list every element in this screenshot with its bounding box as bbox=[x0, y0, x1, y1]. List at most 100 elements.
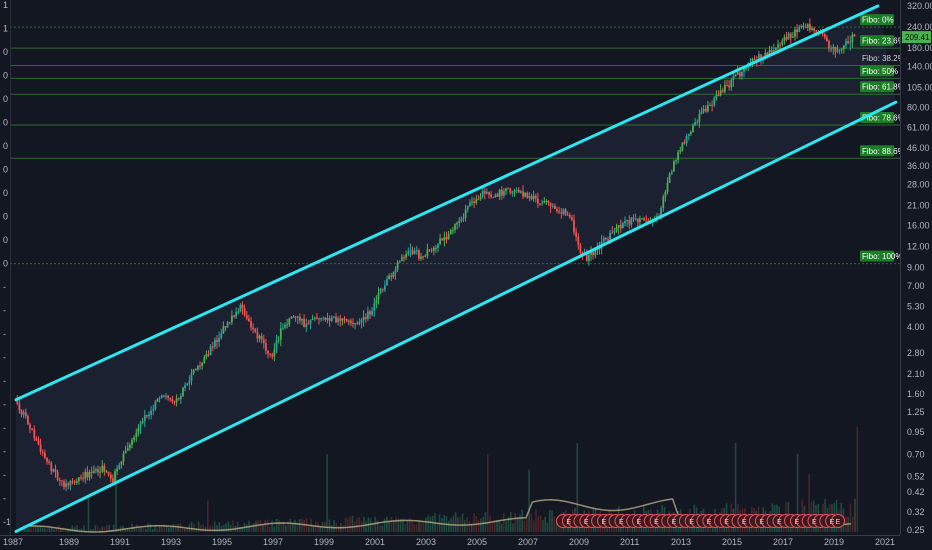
price-tick-label: 21.00 bbox=[907, 201, 930, 211]
candle-body bbox=[568, 215, 571, 218]
fibonacci-levels[interactable]: Fibo: 0% Fibo: 23.6% Fibo: 38.2% Fibo: 50% F… bbox=[10, 14, 905, 265]
candle-body bbox=[802, 25, 805, 27]
candle-body bbox=[826, 37, 828, 42]
candle-body bbox=[61, 480, 63, 482]
candle-body bbox=[197, 365, 199, 370]
volume-bar bbox=[34, 527, 37, 532]
candle-body bbox=[792, 36, 794, 38]
volume-bar bbox=[108, 524, 110, 532]
candle-body bbox=[254, 328, 257, 332]
candle-body bbox=[439, 238, 441, 244]
candle-body bbox=[641, 218, 643, 220]
fibo-label-badge bbox=[860, 81, 894, 93]
candle-body bbox=[86, 471, 89, 478]
left-axis-label: - bbox=[3, 282, 6, 292]
volume-bar bbox=[342, 525, 344, 532]
candle-body bbox=[190, 373, 193, 381]
candle-body bbox=[309, 319, 312, 324]
candle-body bbox=[324, 317, 327, 321]
volume-bar bbox=[60, 528, 62, 532]
left-axis-label: - bbox=[3, 423, 6, 433]
earnings-marker-label: E bbox=[584, 519, 589, 526]
candle-body bbox=[473, 201, 475, 203]
volume-bar bbox=[112, 524, 115, 532]
volume-bar bbox=[312, 525, 315, 532]
candle-body bbox=[192, 369, 195, 374]
volume-bar bbox=[404, 523, 406, 532]
last-price-badge[interactable] bbox=[902, 31, 931, 44]
earnings-marker-label: E bbox=[724, 519, 729, 526]
volume-bar bbox=[347, 518, 349, 532]
candle-body bbox=[24, 412, 27, 417]
candle-body bbox=[401, 257, 403, 261]
volume-bar bbox=[168, 527, 170, 532]
candle-body bbox=[424, 255, 427, 257]
candle-body bbox=[496, 194, 499, 197]
candle-body bbox=[717, 95, 720, 97]
fibo-label[interactable]: Fibo: 38.2% bbox=[862, 54, 905, 63]
price-tick-label: 61.00 bbox=[907, 122, 930, 132]
price-channel[interactable] bbox=[14, 4, 898, 533]
candle-body bbox=[622, 223, 624, 228]
volume-bar bbox=[255, 520, 257, 532]
earnings-marker-label: E bbox=[672, 519, 677, 526]
fibo-label[interactable]: Fibo: 23.6% bbox=[862, 37, 905, 46]
fibo-label[interactable]: Fibo: 0% bbox=[862, 16, 894, 25]
volume-bar bbox=[369, 518, 372, 532]
candle-body bbox=[556, 208, 558, 212]
volume-bar bbox=[294, 519, 296, 532]
candle-body bbox=[794, 29, 796, 37]
time-axis[interactable]: 1987 1989 1991 1993 1995 1997 1999 2001 2003 2005… bbox=[0, 535, 932, 550]
volume-bar bbox=[37, 526, 39, 532]
volume-bar bbox=[76, 525, 78, 532]
volume-bar bbox=[25, 528, 28, 532]
last-price-label[interactable]: 209.41 bbox=[905, 33, 930, 42]
candle-body bbox=[394, 269, 397, 273]
candle-body bbox=[88, 472, 91, 478]
candle-body bbox=[288, 318, 291, 325]
fibo-label[interactable]: Fibo: 61.8% bbox=[862, 83, 905, 92]
candle-body bbox=[231, 315, 233, 323]
fibo-label[interactable]: Fibo: 50% bbox=[862, 67, 898, 76]
candle-body bbox=[175, 398, 178, 403]
fibo-label[interactable]: Fibo: 78.6% bbox=[862, 114, 905, 123]
candle-body bbox=[112, 478, 114, 482]
volume-bar bbox=[140, 527, 142, 532]
volume-bar bbox=[202, 524, 204, 532]
candle-body bbox=[745, 68, 747, 70]
price-axis[interactable]: 320.00 240.00 180.00 140.00 105.00 80.00 61.00… bbox=[900, 0, 932, 550]
candle-body bbox=[330, 317, 333, 321]
volume-bar bbox=[246, 524, 248, 532]
candle-body bbox=[539, 203, 541, 205]
channel-upper-line[interactable] bbox=[14, 4, 880, 402]
candle-body bbox=[617, 225, 620, 228]
candle-body bbox=[369, 311, 371, 315]
candle-body bbox=[543, 201, 546, 203]
candle-body bbox=[590, 251, 592, 255]
fibo-label[interactable]: Fibo: 100% bbox=[862, 252, 902, 261]
earnings-marker-label: E bbox=[795, 519, 800, 526]
volume-bar bbox=[239, 526, 241, 532]
candle-body bbox=[645, 220, 648, 222]
candle-body bbox=[235, 312, 237, 317]
fibo-label[interactable]: Fibo: 88.6% bbox=[862, 147, 905, 156]
candle-body bbox=[194, 369, 197, 371]
candle-body bbox=[437, 243, 439, 248]
volume-bar bbox=[551, 510, 553, 532]
candle-body bbox=[129, 445, 131, 448]
earnings-marker[interactable] bbox=[831, 514, 845, 528]
left-axis-label: - bbox=[3, 447, 6, 457]
candle-body bbox=[277, 339, 280, 341]
candle-body bbox=[581, 252, 584, 255]
volume-bar bbox=[223, 524, 225, 532]
volume-bar bbox=[388, 520, 390, 532]
channel-lower-line[interactable] bbox=[14, 100, 898, 533]
candle-body bbox=[307, 323, 310, 325]
candle-body bbox=[779, 44, 781, 46]
fibo-label-badge bbox=[860, 145, 894, 157]
candle-body bbox=[154, 401, 157, 409]
volume-bar bbox=[161, 526, 163, 532]
candle-body bbox=[116, 468, 118, 472]
